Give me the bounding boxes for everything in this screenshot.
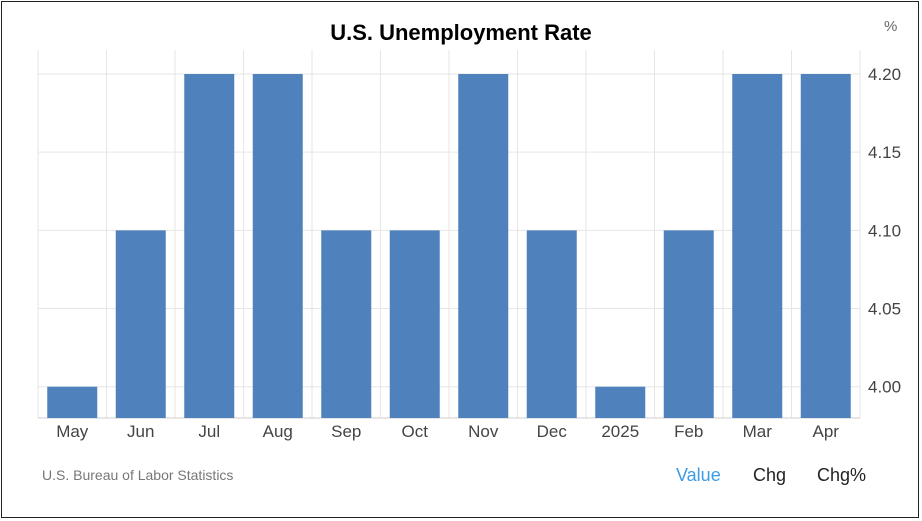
x-tick-label: Mar xyxy=(743,422,773,441)
x-tick-label: Jul xyxy=(198,422,220,441)
y-tick-label: 4.05 xyxy=(868,300,901,319)
bar-may xyxy=(47,386,98,418)
bar-jul xyxy=(184,74,235,418)
x-tick-label: May xyxy=(56,422,89,441)
y-tick-label: 4.10 xyxy=(868,221,901,240)
bar-2025 xyxy=(595,386,646,418)
chart-title: U.S. Unemployment Rate xyxy=(330,20,592,45)
bar-jun xyxy=(115,230,166,418)
x-tick-label: Sep xyxy=(331,422,361,441)
y-tick-label: 4.15 xyxy=(868,143,901,162)
bar-sep xyxy=(321,230,372,418)
bar-oct xyxy=(389,230,440,418)
x-tick-label: Oct xyxy=(402,422,429,441)
bar-nov xyxy=(458,74,509,418)
unit-label: % xyxy=(884,18,898,35)
x-tick-label: Jun xyxy=(127,422,154,441)
tab-chg-percent[interactable]: Chg% xyxy=(817,465,867,485)
tab-chg[interactable]: Chg xyxy=(753,465,787,485)
x-tick-label: Nov xyxy=(468,422,499,441)
source-label: U.S. Bureau of Labor Statistics xyxy=(42,467,234,483)
bar-apr xyxy=(800,74,851,418)
bar-dec xyxy=(526,230,577,418)
y-tick-label: 4.20 xyxy=(868,65,901,84)
y-tick-label: 4.00 xyxy=(868,378,901,397)
x-tick-label: Feb xyxy=(674,422,703,441)
bar-mar xyxy=(732,74,783,418)
bar-feb xyxy=(663,230,714,418)
x-tick-label: Apr xyxy=(813,422,840,441)
x-tick-label: 2025 xyxy=(601,422,639,441)
x-tick-label: Dec xyxy=(537,422,568,441)
bar-aug xyxy=(252,74,303,418)
tab-value[interactable]: Value xyxy=(676,465,721,485)
x-tick-label: Aug xyxy=(263,422,293,441)
